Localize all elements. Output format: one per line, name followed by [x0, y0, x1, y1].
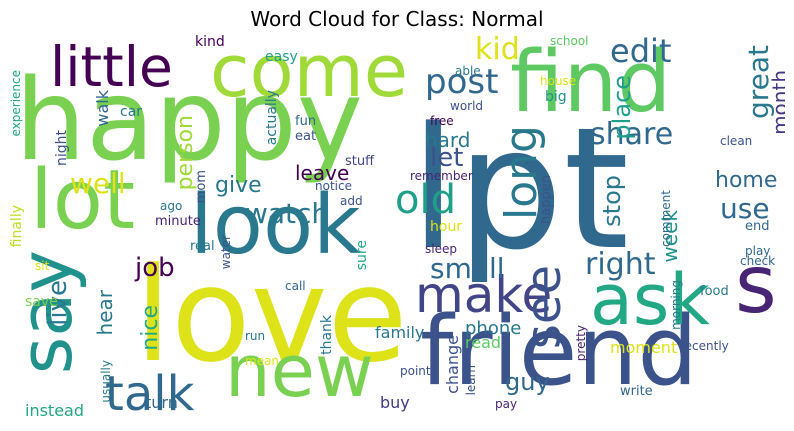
cloud-word: talk — [105, 366, 195, 422]
cloud-word: ago — [160, 199, 183, 213]
cloud-word: lot — [30, 153, 136, 248]
cloud-word: give — [215, 173, 262, 198]
cloud-word: leave — [295, 161, 350, 185]
cloud-word: long — [496, 125, 547, 220]
cloud-word: happen — [539, 175, 554, 224]
cloud-word: sit — [35, 259, 50, 273]
cloud-word: friend — [420, 297, 698, 407]
cloud-word: big — [545, 89, 567, 105]
cloud-word: use — [720, 192, 770, 225]
cloud-word: hour — [430, 219, 463, 235]
cloud-word: mom — [194, 170, 209, 204]
cloud-word: small — [430, 252, 505, 285]
cloud-word: recently — [680, 339, 729, 353]
cloud-word: world — [450, 99, 484, 113]
cloud-word: end — [745, 219, 770, 234]
cloud-word: family — [375, 323, 425, 342]
cloud-word: see — [516, 265, 572, 350]
cloud-word: new — [225, 329, 374, 413]
cloud-word: write — [620, 384, 653, 399]
cloud-word: buy — [380, 393, 410, 412]
cloud-word: morning — [669, 280, 683, 330]
cloud-word: lpt — [410, 91, 630, 287]
cloud-word: food — [700, 284, 729, 299]
cloud-word: hear — [93, 290, 117, 336]
cloud-word: free — [430, 114, 454, 128]
cloud-word: thank — [319, 315, 335, 355]
cloud-word: change — [443, 335, 462, 394]
cloud-word: play — [745, 244, 771, 258]
cloud-word: learn — [464, 365, 478, 396]
cloud-word: let — [430, 143, 464, 173]
cloud-word: mean — [245, 354, 280, 368]
cloud-word: place — [608, 75, 636, 140]
cloud-word: pay — [495, 397, 518, 411]
cloud-word: save — [25, 294, 58, 310]
cloud-word: s — [735, 238, 777, 331]
cloud-word: look — [190, 178, 361, 273]
cloud-word: water — [219, 235, 233, 270]
cloud-word: turn — [145, 393, 178, 412]
cloud-word: nice — [138, 305, 163, 351]
cloud-word: finally — [10, 205, 25, 248]
cloud-word: make — [415, 266, 553, 324]
cloud-word: experience — [10, 70, 23, 137]
cloud-word: share — [590, 117, 674, 152]
cloud-word: sure — [354, 240, 370, 271]
cloud-word: right — [585, 247, 656, 282]
cloud-word: pretty — [574, 325, 588, 362]
cloud-word: month — [768, 70, 785, 135]
cloud-word: add — [340, 194, 363, 208]
cloud-word: home — [715, 168, 778, 193]
cloud-word: real — [190, 239, 215, 254]
cloud-word: find — [510, 35, 672, 132]
cloud-word: moment — [610, 338, 678, 357]
cloud-word: little — [50, 35, 173, 99]
cloud-word: point — [400, 364, 431, 378]
cloud-word: remember — [410, 169, 473, 183]
cloud-word: eat — [295, 129, 317, 144]
cloud-word: love — [135, 239, 408, 391]
cloud-word: sleep — [425, 242, 457, 256]
cloud-word: notice — [315, 179, 352, 193]
cloud-word: car — [120, 104, 143, 120]
cloud-word: easy — [265, 49, 298, 65]
cloud-word: hard — [425, 128, 471, 152]
cloud-word: phone — [465, 318, 522, 339]
cloud-word: night — [54, 130, 70, 167]
cloud-word: walk — [93, 90, 112, 127]
cloud-word: edit — [610, 35, 672, 70]
cloud-word: kid — [475, 35, 520, 67]
cloud-word: read — [465, 333, 502, 352]
cloud-word: well — [70, 167, 126, 200]
cloud-word: happy — [15, 56, 364, 186]
cloud-word: guy — [505, 368, 550, 396]
cloud-word: watch — [245, 197, 330, 230]
cloud-word: call — [285, 279, 306, 293]
cloud-word: old — [395, 177, 456, 223]
cloud-word: job — [135, 253, 175, 283]
cloud-word: house — [540, 74, 577, 88]
word-cloud: happy lpt love find look friend come new say lot a… — [10, 35, 785, 425]
cloud-word: clean — [720, 134, 753, 148]
cloud-word: run — [245, 329, 266, 343]
cloud-word: kind — [195, 35, 225, 50]
cloud-word: able — [455, 64, 481, 78]
cloud-word: post — [425, 62, 499, 102]
cloud-word: minute — [155, 214, 201, 229]
cloud-word: instead — [25, 401, 84, 420]
cloud-word: come — [210, 35, 409, 113]
cloud-word: stop — [598, 175, 626, 227]
chart-title: Word Cloud for Class: Normal — [250, 7, 544, 31]
cloud-word: check — [740, 254, 776, 268]
cloud-word: usually — [99, 360, 113, 403]
cloud-word: fun — [295, 114, 317, 129]
cloud-word: school — [550, 35, 589, 48]
cloud-word: actually — [264, 90, 280, 146]
cloud-word: ask — [590, 259, 710, 341]
cloud-word: comment — [659, 190, 673, 248]
cloud-word: stuff — [345, 154, 375, 169]
